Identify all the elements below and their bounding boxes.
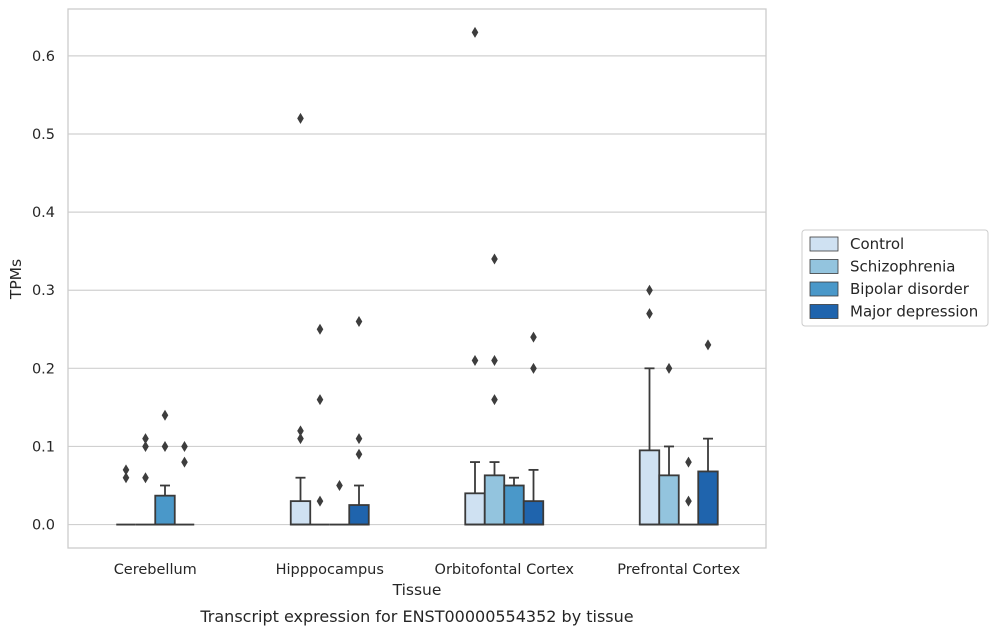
y-tick-label: 0.4 bbox=[32, 205, 55, 221]
box bbox=[483, 474, 506, 526]
legend-label: Major depression bbox=[850, 303, 978, 321]
outlier-point bbox=[181, 440, 188, 452]
box bbox=[697, 470, 719, 526]
box-control bbox=[116, 464, 136, 526]
outlier-point bbox=[704, 339, 712, 351]
box-bipolar-disorder bbox=[503, 476, 525, 526]
box-bipolar-disorder bbox=[154, 409, 176, 526]
box-schizophrenia bbox=[483, 253, 506, 526]
box bbox=[638, 449, 661, 526]
x-tick-label: Hipppocampus bbox=[276, 562, 384, 578]
outlier-point bbox=[491, 253, 498, 265]
outlier-point bbox=[355, 448, 363, 460]
outlier-point bbox=[355, 433, 363, 445]
outlier-point bbox=[491, 394, 498, 406]
gridlines bbox=[68, 55, 766, 526]
box-control bbox=[464, 26, 486, 526]
legend-label: Bipolar disorder bbox=[850, 280, 970, 298]
x-tick-label: Cerebellum bbox=[114, 562, 197, 578]
outlier-point bbox=[316, 394, 324, 406]
legend-swatch bbox=[809, 259, 839, 274]
outlier-point bbox=[297, 433, 304, 445]
outlier-point bbox=[471, 26, 479, 38]
x-axis-label: Tissue bbox=[392, 581, 442, 599]
legend-label: Control bbox=[850, 235, 904, 253]
outlier-point bbox=[316, 495, 324, 507]
plot-frame bbox=[67, 8, 767, 549]
box-control bbox=[638, 284, 661, 526]
outlier-point bbox=[685, 495, 692, 507]
outlier-point bbox=[491, 355, 498, 367]
box bbox=[658, 474, 680, 526]
outlier-point bbox=[161, 440, 169, 452]
outlier-point bbox=[665, 362, 673, 374]
legend-swatch bbox=[809, 236, 839, 252]
box bbox=[503, 484, 525, 526]
x-tick-label: Orbitofontal Cortex bbox=[435, 562, 575, 578]
box-series bbox=[116, 26, 719, 526]
box-major-depression bbox=[522, 331, 545, 526]
outlier-point bbox=[297, 425, 304, 437]
box-bipolar-disorder bbox=[678, 456, 699, 526]
outlier-point bbox=[297, 112, 304, 124]
y-tick-labels: 0.0 0.1 0.2 0.3 0.4 0.5 0.6 bbox=[32, 49, 55, 534]
outlier-point bbox=[316, 323, 324, 335]
outlier-point bbox=[142, 472, 149, 484]
y-tick-label: 0.2 bbox=[32, 361, 55, 377]
box-bipolar-disorder bbox=[329, 480, 350, 526]
x-tick-label: Prefrontal Cortex bbox=[617, 562, 740, 578]
box-control bbox=[289, 112, 312, 526]
y-axis-label: TPMs bbox=[7, 259, 25, 300]
outlier-point bbox=[181, 456, 188, 468]
outlier-point bbox=[530, 362, 537, 374]
outlier-point bbox=[122, 472, 130, 484]
outlier-point bbox=[122, 464, 130, 476]
x-tick-labels: Cerebellum Hipppocampus Orbitofontal Corte… bbox=[114, 562, 741, 578]
y-tick-label: 0.5 bbox=[32, 127, 55, 143]
box-major-depression bbox=[174, 440, 195, 526]
outlier-point bbox=[161, 409, 169, 421]
box-major-depression bbox=[697, 339, 719, 526]
box bbox=[154, 494, 176, 526]
box-schizophrenia bbox=[658, 362, 680, 526]
box-schizophrenia bbox=[135, 433, 156, 526]
outlier-point bbox=[355, 315, 363, 327]
y-tick-label: 0.1 bbox=[32, 439, 55, 455]
outlier-point bbox=[336, 480, 343, 492]
outlier-point bbox=[142, 433, 149, 445]
outlier-point bbox=[471, 355, 479, 367]
box bbox=[348, 504, 370, 526]
y-tick-label: 0.0 bbox=[32, 518, 55, 534]
outlier-point bbox=[646, 308, 653, 320]
y-tick-label: 0.6 bbox=[32, 49, 55, 65]
box-major-depression bbox=[348, 315, 370, 526]
outlier-point bbox=[142, 440, 149, 452]
box bbox=[522, 500, 545, 526]
legend: Control Schizophrenia Bipolar disorder Majo… bbox=[801, 229, 989, 327]
legend-frame bbox=[801, 229, 989, 327]
box bbox=[289, 500, 312, 526]
chart-caption: Transcript expression for ENST0000055435… bbox=[199, 607, 633, 626]
box bbox=[464, 492, 486, 526]
legend-swatch bbox=[809, 304, 839, 319]
outlier-point bbox=[530, 331, 537, 343]
box-schizophrenia bbox=[310, 323, 330, 526]
legend-swatch bbox=[809, 281, 839, 297]
outlier-point bbox=[685, 456, 692, 468]
outlier-point bbox=[646, 284, 653, 296]
legend-label: Schizophrenia bbox=[850, 258, 955, 276]
y-tick-label: 0.3 bbox=[32, 283, 55, 299]
